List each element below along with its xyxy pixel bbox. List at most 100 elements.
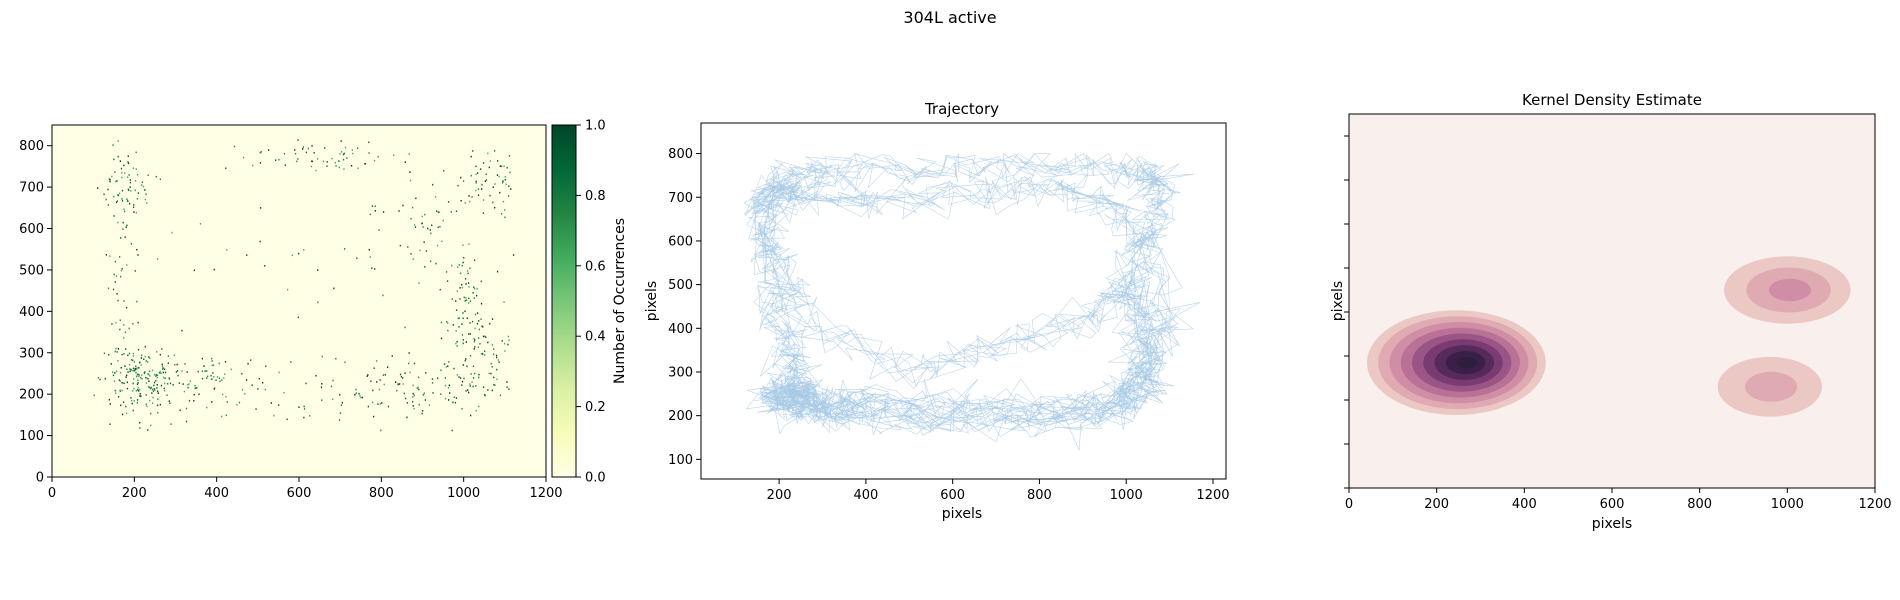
heatmap-cell [139,393,141,395]
heatmap-cell [453,396,455,398]
heatmap-cell [265,365,267,368]
heatmap-cell [150,424,152,427]
heatmap-cell [473,259,476,261]
heatmap-cell [284,164,286,166]
heatmap-cell [159,370,161,373]
heatmap-cell [482,386,485,388]
heatmap-cell [382,374,384,376]
heatmap-cell [508,185,510,187]
heatmap-cell [153,384,155,387]
heatmap-cell [506,166,508,169]
heatmap-cell [494,206,496,209]
heatmap-cell [466,365,468,368]
heatmap-cell [465,297,467,299]
heatmap-cell [260,151,262,153]
heatmap-cell [417,386,419,389]
heatmap-cell [470,414,472,417]
heatmap-cell [469,322,471,324]
heatmap-cell [108,398,110,401]
heatmap-cell [384,374,386,376]
heatmap-cell [130,190,132,192]
heatmap-cell [247,362,249,365]
heatmap-cell [134,189,136,192]
heatmap-cell [125,405,127,408]
heatmap-cell [210,374,212,377]
heatmap-cell [431,382,434,384]
heatmap-cell [415,197,417,200]
heatmap-cell [298,252,300,255]
colorbar-ticks: 0.0 0.2 0.4 0.6 0.8 1.0 [576,119,606,486]
heatmap-cell [176,363,178,366]
y-tick-label: 0 [36,471,44,486]
x-tick-label: 200 [1424,497,1449,512]
heatmap-cell [151,388,154,391]
heatmap-cell [430,232,432,235]
heatmap-cell [132,390,134,392]
colorbar-tick-label: 1.0 [585,119,606,134]
heatmap-cell [140,364,142,366]
heatmap-cell [273,414,275,417]
heatmap-cell [181,329,183,332]
figure-suptitle: 304L active [903,8,996,27]
heatmap-cell [140,395,142,398]
heatmap-cell [484,350,486,353]
heatmap-cell [139,388,141,391]
heatmap-cell [290,361,292,363]
heatmap-cell [477,346,479,349]
heatmap-cell [297,316,299,319]
heatmap-cell [410,253,412,255]
heatmap-cell [125,412,128,415]
heatmap-cell [379,403,381,405]
heatmap-cell [372,389,374,392]
heatmap-cell [477,194,480,196]
trajectory-y-axis: 100 200 300 400 500 600 700 800 [668,147,701,468]
heatmap-cell [130,397,132,399]
heatmap-cell [241,389,244,391]
trajectory-paths [743,152,1201,451]
heatmap-cell [496,378,498,381]
heatmap-cell [126,198,128,200]
heatmap-cell [250,359,252,361]
heatmap-cell [163,376,165,379]
heatmap-cell [213,268,215,271]
heatmap-cell [447,329,449,332]
heatmap-cell [133,361,135,363]
heatmap-cell [335,357,337,360]
heatmap-cell [236,404,238,406]
heatmap-cell [121,267,123,270]
heatmap-cell [132,367,135,370]
heatmap-cell [132,369,134,372]
heatmap-cell [422,410,424,412]
heatmap-cell [206,370,208,372]
heatmap-cell [157,374,159,377]
heatmap-cell [244,392,246,395]
heatmap-cell [144,371,146,373]
heatmap-cell [491,318,494,320]
heatmap-cell [472,292,474,294]
heatmap-cell [116,180,118,182]
heatmap-cell [451,298,453,300]
heatmap-cell [436,244,439,247]
heatmap-cell [161,365,164,367]
heatmap-cell [472,365,475,367]
heatmap-cell [218,362,220,365]
heatmap-cell [467,333,470,335]
trajectory-title: Trajectory [924,100,999,118]
heatmap-cell [496,356,498,359]
heatmap-cell [136,401,138,404]
heatmap-cell [435,262,437,265]
heatmap-cell [137,321,139,324]
heatmap-cell [321,399,323,401]
heatmap-cell [447,322,449,325]
heatmap-cell [214,387,216,389]
trajectory-xlabel: pixels [942,506,982,522]
heatmap-cell [462,342,464,345]
heatmap-cell [468,297,470,300]
heatmap-cell [475,385,477,387]
heatmap-cell [490,372,492,375]
heatmap-cell [201,377,204,380]
heatmap-cell [451,264,453,267]
heatmap-cell [428,404,430,406]
heatmap-cell [505,183,507,186]
heatmap-cell [373,415,375,418]
